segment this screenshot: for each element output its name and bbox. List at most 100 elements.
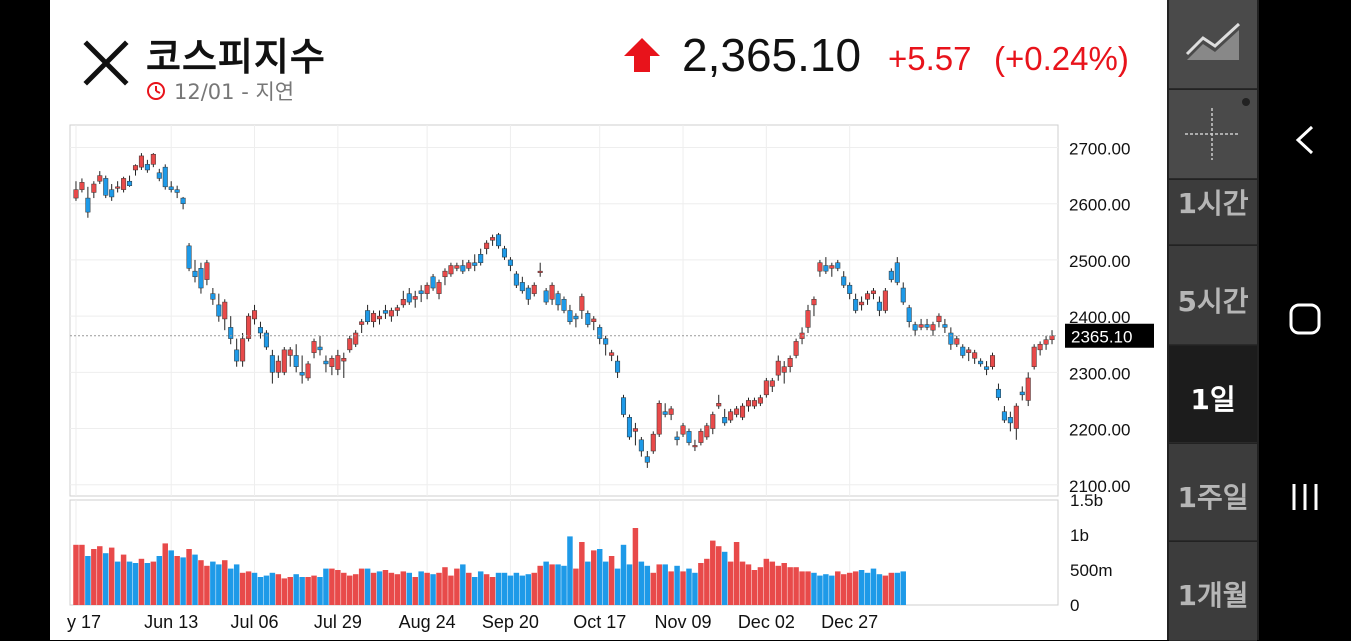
volume-bar [626, 564, 633, 605]
volume-bar [751, 570, 758, 605]
candle-body [829, 265, 835, 269]
candle-body [888, 270, 894, 280]
volume-bar [454, 568, 460, 605]
volume-bar [335, 570, 341, 605]
candle-body [442, 270, 448, 278]
volume-bar [543, 561, 549, 605]
candle-body [1031, 346, 1037, 367]
volume-bar [829, 575, 835, 605]
volume-bar [317, 577, 323, 605]
volume-bar [108, 547, 115, 605]
period-1m[interactable]: 1개월 [1177, 579, 1249, 612]
candle-body [79, 182, 85, 190]
volume-bar [561, 565, 567, 605]
volume-bar [85, 556, 91, 605]
candle-body [460, 265, 466, 272]
candle-body [906, 307, 912, 322]
current-value-box [1065, 323, 1154, 348]
volume-bar [555, 564, 561, 605]
volume-tick-label: 500m [1070, 561, 1113, 580]
stock-chart[interactable]: 2700.00 2600.00 2500.00 2400.00 2300.00 2200.… [50, 0, 1167, 640]
volume-tick-label: 1.5b [1070, 491, 1103, 510]
volume-bar [400, 571, 407, 605]
volume-bar [835, 571, 841, 605]
volume-bar [864, 572, 871, 605]
x-tick-label: Oct 17 [573, 612, 626, 632]
volume-bar [721, 551, 728, 605]
volume-bar [299, 577, 305, 605]
volume-bar [525, 574, 532, 605]
candle-body [787, 358, 793, 367]
candle-body [400, 299, 406, 306]
candle-body [127, 180, 133, 186]
candle-body [835, 262, 841, 269]
volume-bar [537, 565, 543, 605]
volume-bar [162, 543, 168, 605]
volume-bar [870, 568, 877, 605]
volume-bar [216, 564, 222, 605]
volume-bar [436, 572, 442, 605]
volume-bar [91, 549, 97, 605]
x-tick-label: Jul 06 [230, 612, 278, 632]
candle-body [811, 299, 817, 306]
candle-body [704, 425, 710, 438]
volume-bar [233, 564, 240, 605]
period-1d[interactable]: 1일 [1190, 383, 1236, 416]
volume-bar [460, 564, 466, 605]
volume-bar [412, 577, 418, 605]
volume-bar [745, 564, 752, 605]
period-1h[interactable]: 1시간 [1177, 187, 1249, 220]
candle-body [716, 403, 722, 407]
volume-bar [704, 558, 710, 605]
candle-body [847, 284, 853, 294]
candle-body [1019, 391, 1025, 396]
candle-body [204, 262, 210, 280]
period-1w[interactable]: 1주일 [1177, 481, 1249, 514]
candle-body [109, 189, 115, 198]
crosshair-button[interactable] [1169, 90, 1257, 179]
volume-bar [114, 561, 121, 605]
x-tick-label: Sep 20 [482, 612, 539, 632]
volume-bar [507, 575, 514, 605]
candle-body [73, 189, 79, 199]
candle-body [686, 431, 692, 443]
candle-body [263, 332, 269, 348]
volume-bar [840, 574, 847, 605]
y-tick-label: 2100.00 [1069, 477, 1130, 496]
candle-body [859, 301, 865, 306]
close-icon[interactable] [83, 40, 129, 86]
volume-bar [257, 577, 264, 605]
candle-body [995, 388, 1001, 398]
candle-body [335, 355, 341, 370]
candle-body [591, 318, 597, 322]
candle-body [942, 324, 948, 328]
candle-body [513, 273, 519, 286]
back-icon[interactable] [1280, 115, 1330, 165]
candle-body [781, 366, 787, 373]
volume-bar [198, 560, 204, 605]
candle-body [424, 284, 430, 294]
volume-bar [382, 570, 389, 605]
candle-body [966, 349, 972, 353]
volume-bar [858, 570, 865, 605]
candle-body [222, 301, 228, 320]
period-5h[interactable]: 5시간 [1177, 285, 1249, 318]
candle-body [692, 445, 698, 448]
volume-bar [710, 540, 716, 605]
candle-body [317, 346, 323, 351]
chart-type-icon [1185, 22, 1241, 60]
candle-body [501, 248, 507, 258]
candle-body [632, 428, 638, 432]
volume-bar [251, 572, 258, 605]
candle-body [490, 237, 496, 241]
period-1w-bg [1169, 444, 1257, 541]
candle-body [769, 380, 775, 387]
y-tick-label: 2500.00 [1069, 252, 1130, 271]
candle-body [537, 270, 543, 273]
chart-type-button[interactable] [1169, 0, 1257, 89]
recents-icon[interactable] [1280, 472, 1330, 522]
home-icon[interactable] [1280, 294, 1330, 344]
candle-body [543, 290, 549, 303]
candle-body [496, 234, 502, 247]
candle-body [621, 397, 627, 415]
